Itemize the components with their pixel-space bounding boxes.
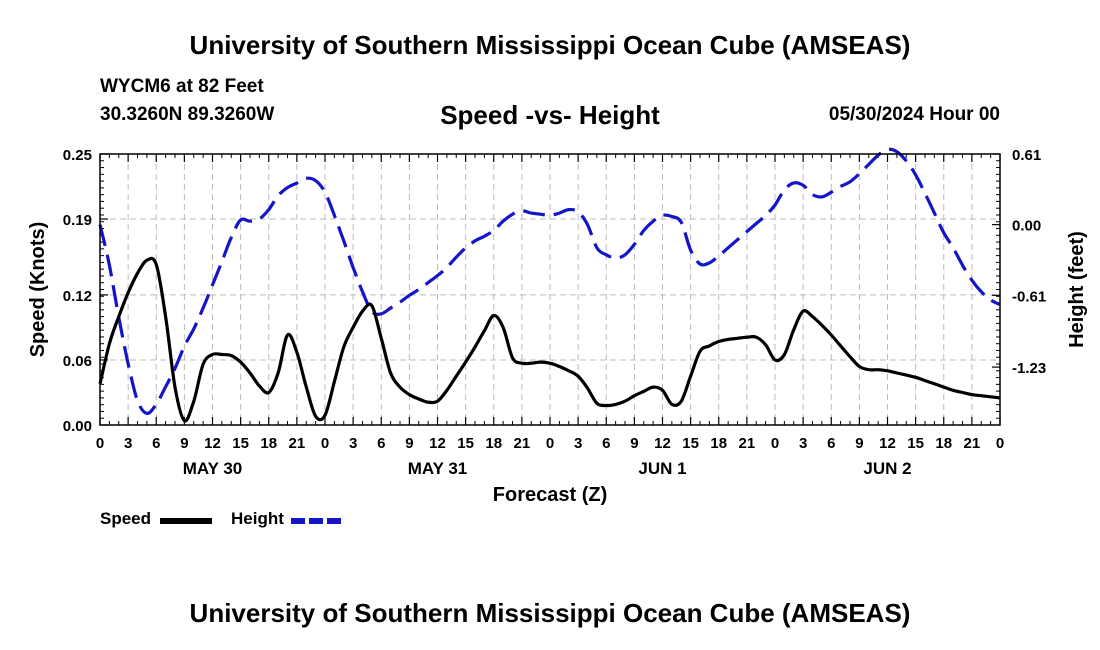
- x-tick-label: 9: [630, 435, 638, 452]
- x-tick-label: 6: [152, 435, 160, 452]
- page-title: University of Southern Mississippi Ocean…: [189, 30, 911, 60]
- x-tick-label: 21: [514, 435, 531, 452]
- x-tick-label: 21: [739, 435, 756, 452]
- y-tick-label: 0.25: [63, 147, 92, 164]
- x-tick-label: 0: [321, 435, 329, 452]
- x-tick-label: 12: [879, 435, 896, 452]
- station-coordinates: 30.3260N 89.3260W: [100, 104, 275, 125]
- grid-layer: [100, 154, 1000, 425]
- x-tick-label: 9: [180, 435, 188, 452]
- x-tick-label: 0: [771, 435, 779, 452]
- x-tick-label: 9: [855, 435, 863, 452]
- x-tick-label: 3: [574, 435, 582, 452]
- x-tick-label: 21: [964, 435, 981, 452]
- x-tick-label: 6: [827, 435, 835, 452]
- height-series-line: [98, 147, 1001, 416]
- date-label: MAY 30: [183, 459, 243, 478]
- legend-height-line: [291, 518, 343, 524]
- x-tick-label: 9: [405, 435, 413, 452]
- label-layer: 0.00 0.06 0.12 0.19 0.25 0.61 0.00 -0.61 -1.23 0 3…: [27, 147, 1088, 506]
- station-label: WYCM6 at 82 Feet: [100, 76, 264, 97]
- plot-frame: [99, 153, 1001, 426]
- y2-tick-label: 0.61: [1012, 147, 1041, 164]
- y2-tick-label: -1.23: [1012, 360, 1046, 377]
- x-tick-label: 12: [654, 435, 671, 452]
- x-tick-label: 0: [96, 435, 104, 452]
- legend-height-label: Height: [231, 509, 284, 528]
- x-tick-label: 3: [124, 435, 132, 452]
- y-tick-label: 0.06: [63, 353, 92, 370]
- x-tick-label: 6: [377, 435, 385, 452]
- y2-tick-label: 0.00: [1012, 218, 1041, 235]
- legend-speed-line: [160, 518, 212, 524]
- x-tick-label: 18: [260, 435, 277, 452]
- y-tick-label: 0.12: [63, 288, 92, 305]
- run-date: 05/30/2024 Hour 00: [828, 104, 1000, 125]
- chart-subtitle: Speed -vs- Height: [440, 100, 660, 130]
- footer-title: University of Southern Mississippi Ocean…: [189, 598, 911, 628]
- y-tick-label: 0.00: [63, 418, 92, 435]
- y2-tick-label: -0.61: [1012, 288, 1046, 305]
- x-tick-label: 18: [935, 435, 952, 452]
- speed-series-line: [98, 256, 1001, 423]
- x-tick-label: 18: [485, 435, 502, 452]
- x-tick-label: 18: [710, 435, 727, 452]
- y-axis-title: Speed (Knots): [27, 222, 49, 358]
- x-tick-label: 12: [204, 435, 221, 452]
- x-tick-label: 3: [799, 435, 807, 452]
- x-tick-label: 12: [429, 435, 446, 452]
- x-tick-label: 0: [996, 435, 1004, 452]
- x-tick-label: 21: [289, 435, 306, 452]
- date-label: JUN 1: [638, 459, 686, 478]
- x-tick-label: 15: [907, 435, 924, 452]
- date-label: MAY 31: [408, 459, 468, 478]
- x-tick-label: 15: [457, 435, 474, 452]
- x-tick-label: 15: [682, 435, 699, 452]
- x-tick-label: 3: [349, 435, 357, 452]
- y2-axis-title: Height (feet): [1066, 231, 1088, 348]
- y-tick-label: 0.19: [63, 212, 92, 229]
- x-tick-label: 15: [232, 435, 249, 452]
- x-axis-title: Forecast (Z): [493, 484, 607, 506]
- date-label: JUN 2: [863, 459, 911, 478]
- x-tick-label: 6: [602, 435, 610, 452]
- legend-speed-label: Speed: [100, 509, 152, 528]
- x-tick-label: 0: [546, 435, 554, 452]
